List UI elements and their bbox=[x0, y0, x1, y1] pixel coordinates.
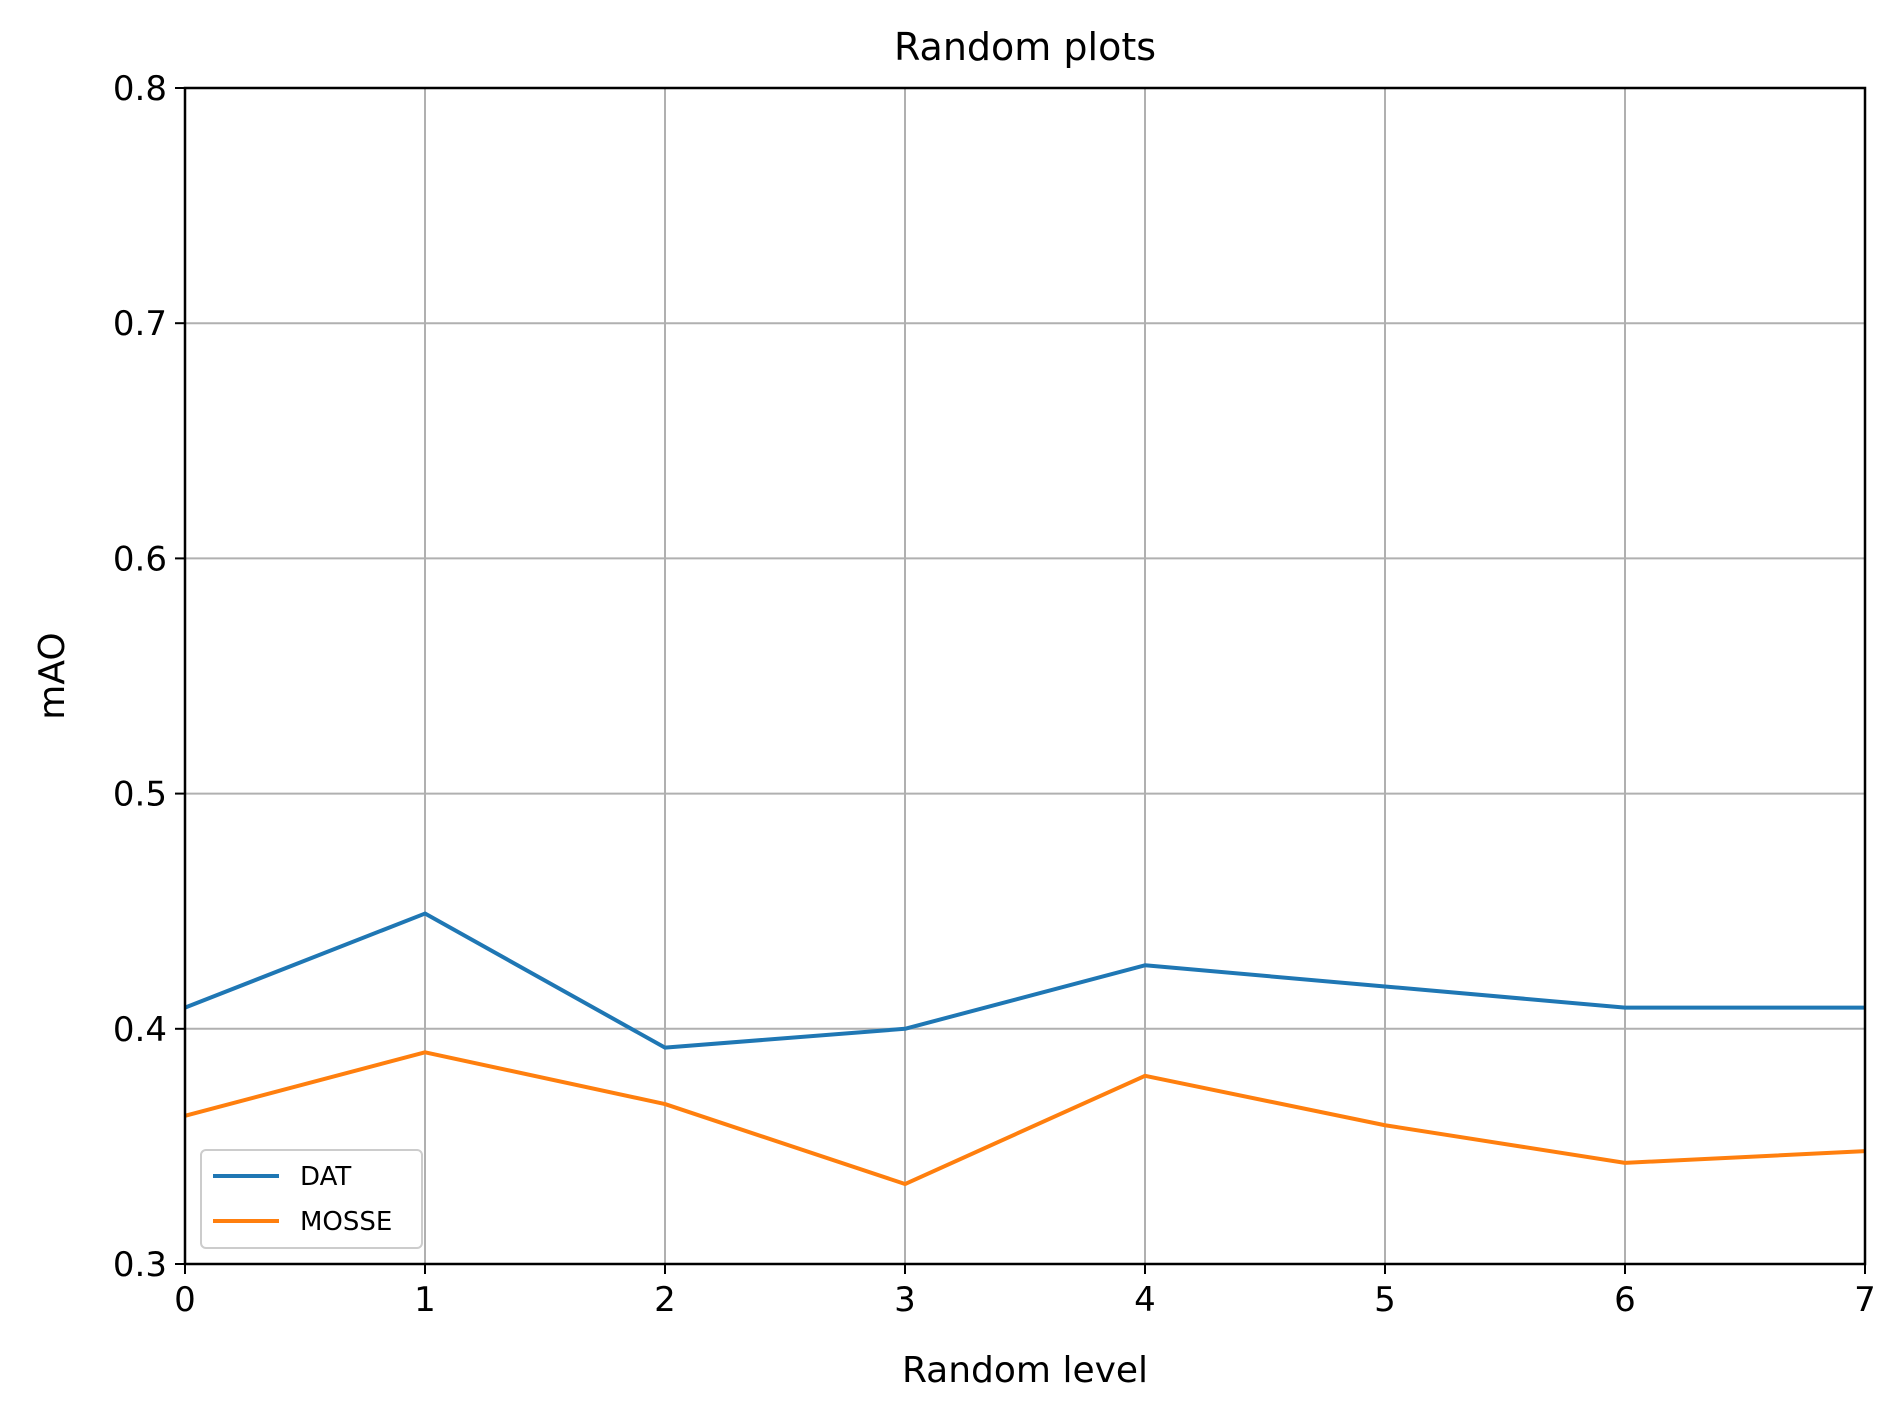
series-line-mosse bbox=[184, 1050, 1866, 1187]
x-tick-label: 7 bbox=[1854, 1280, 1876, 1320]
grid-layer bbox=[184, 87, 1866, 1265]
y-tick-label: 0.6 bbox=[113, 539, 167, 579]
x-axis-label: Random level bbox=[902, 1350, 1148, 1391]
x-tick-label: 1 bbox=[414, 1280, 436, 1320]
x-tick-label: 0 bbox=[174, 1280, 196, 1320]
series-line-dat bbox=[184, 911, 1865, 1050]
chart-title: Random plots bbox=[894, 25, 1156, 69]
y-axis-label: mAO bbox=[32, 632, 73, 719]
x-tick-label: 5 bbox=[1374, 1280, 1396, 1320]
x-tick-label: 6 bbox=[1614, 1280, 1636, 1320]
y-tick-label: 0.3 bbox=[113, 1245, 167, 1285]
legend: DAT MOSSE bbox=[200, 1149, 423, 1249]
x-tick-label: 3 bbox=[894, 1280, 916, 1320]
x-tick-label: 4 bbox=[1134, 1280, 1156, 1320]
legend-label-mosse: MOSSE bbox=[300, 1207, 392, 1237]
legend-label-dat: DAT bbox=[300, 1162, 351, 1192]
y-tick-label: 0.8 bbox=[113, 69, 167, 109]
plot-frame bbox=[183, 86, 1867, 1266]
y-tick-label: 0.5 bbox=[113, 775, 167, 815]
series-layer bbox=[184, 911, 1866, 1187]
y-tick-label: 0.4 bbox=[113, 1010, 167, 1050]
tick-layer: 0 1 2 3 4 5 6 7 0.3 0.4 0.5 0.6 0.7 0.8 bbox=[113, 69, 1876, 1320]
x-tick-label: 2 bbox=[654, 1280, 676, 1320]
y-tick-label: 0.7 bbox=[113, 304, 167, 344]
